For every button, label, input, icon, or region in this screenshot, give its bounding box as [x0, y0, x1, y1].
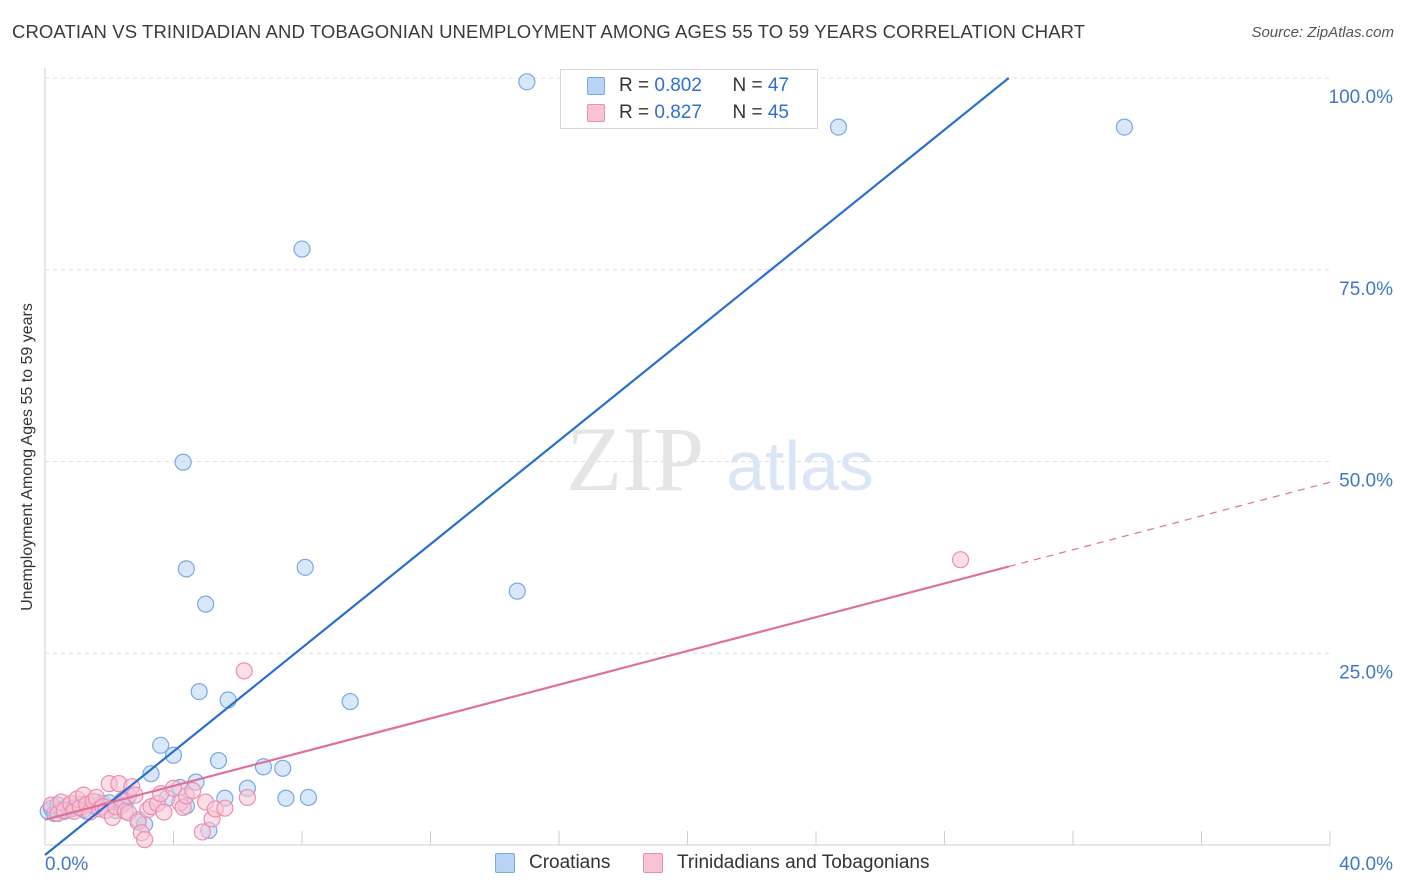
croatians-point — [219, 691, 237, 709]
croatians-point — [1115, 118, 1134, 136]
n-label: N = — [732, 75, 768, 96]
legend-swatch-blue — [495, 853, 515, 873]
croatians-point — [293, 240, 311, 258]
croatians-point — [829, 118, 848, 136]
croatians-point — [174, 453, 192, 471]
trinidadians-trend-extension — [1008, 481, 1331, 568]
trinidadians-point — [951, 551, 970, 569]
r-label: R = — [619, 75, 655, 96]
n-label: N = — [732, 102, 768, 123]
chart-title: CROATIAN VS TRINIDADIAN AND TOBAGONIAN U… — [12, 21, 1086, 42]
trinidadians-points — [42, 551, 970, 849]
y-tick-label: 50.0% — [1339, 471, 1393, 492]
trinidadians-point — [216, 799, 234, 817]
croatians-point — [508, 582, 526, 600]
r-value: 0.802 — [654, 75, 702, 96]
croatians-point — [190, 682, 208, 701]
legend-label: Croatians — [529, 852, 611, 873]
croatians-point — [197, 595, 215, 613]
croatians-point — [274, 759, 292, 777]
trinidadians-point — [193, 823, 212, 841]
y-tick-label: 100.0% — [1329, 87, 1394, 108]
croatians-point — [277, 789, 295, 807]
r-value: 0.827 — [654, 102, 702, 123]
croatians-point — [296, 558, 314, 576]
legend-swatch-blue — [587, 77, 605, 95]
croatians-point — [177, 560, 195, 578]
croatians-point — [152, 736, 170, 754]
watermark: ZIP atlas — [566, 408, 874, 510]
trinidadians-point — [155, 803, 173, 821]
trinidadians-point — [238, 788, 256, 807]
axes — [44, 68, 1330, 846]
croatians-point — [164, 746, 183, 764]
n-value: 47 — [767, 75, 789, 96]
trend-lines — [44, 77, 1331, 856]
correlation-legend: R = 0.802 N = 47 R = 0.827 N = 45 — [560, 69, 818, 129]
watermark-zip: ZIP — [566, 408, 704, 510]
croatians-point — [209, 752, 228, 770]
trinidadians-point — [135, 831, 154, 849]
x-tick-label: 40.0% — [1339, 854, 1393, 875]
croatians-point — [299, 788, 318, 807]
x-tick-label: 0.0% — [45, 854, 88, 875]
trinidadians-trend-line — [44, 565, 1010, 821]
legend-label: Trinidadians and Tobagonians — [677, 852, 930, 873]
croatians-trend-line — [44, 77, 1010, 856]
n-value: 45 — [767, 102, 789, 123]
tick-labels: 25.0% 50.0% 75.0% 100.0% 0.0% 40.0% — [45, 87, 1393, 875]
source-label: Source: ZipAtlas.com — [1251, 24, 1394, 41]
y-tick-label: 75.0% — [1339, 279, 1393, 300]
y-tick-label: 25.0% — [1339, 662, 1393, 683]
trinidadians-point — [235, 662, 253, 680]
croatians-point — [341, 692, 359, 711]
trinidadians-point — [184, 781, 202, 800]
legend-swatch-pink — [643, 853, 663, 873]
croatians-point — [142, 765, 160, 783]
croatians-point — [518, 73, 536, 91]
watermark-atlas: atlas — [726, 427, 874, 505]
r-label: R = — [619, 102, 655, 123]
legend-swatch-pink — [587, 104, 605, 122]
